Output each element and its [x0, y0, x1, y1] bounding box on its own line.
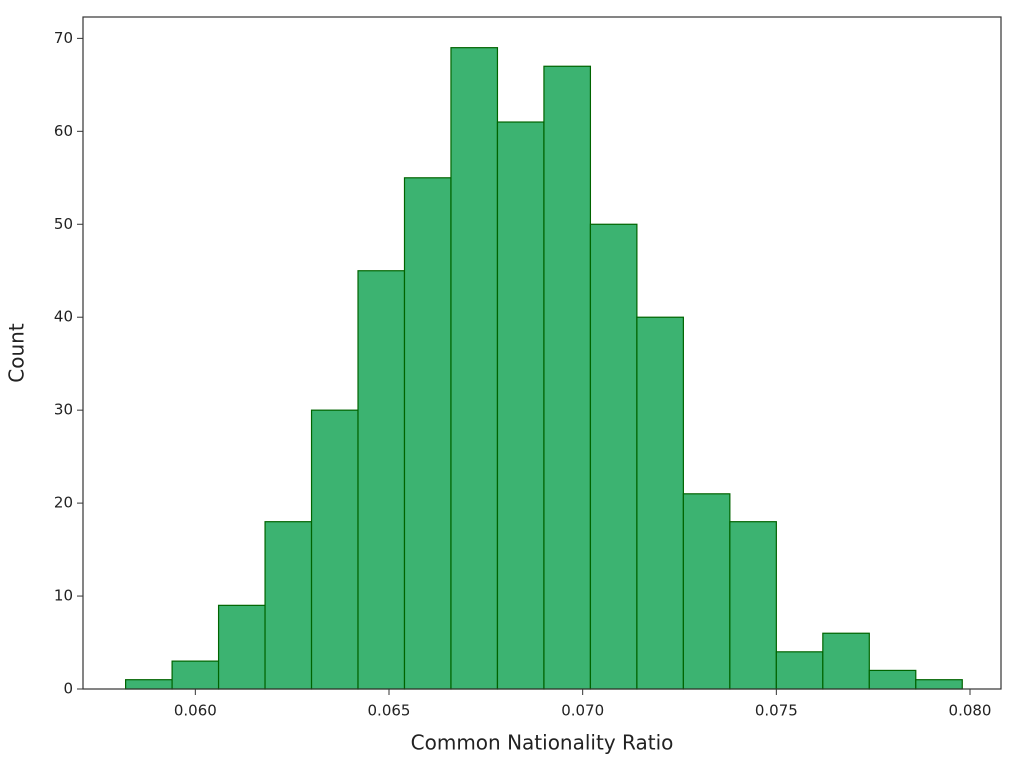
y-tick-label: 40: [54, 308, 73, 326]
bar: [171, 660, 220, 690]
y-tick-label: 70: [54, 29, 73, 47]
bar: [310, 409, 359, 690]
y-axis-label: Count: [5, 323, 29, 383]
bar: [822, 632, 870, 690]
bar: [496, 121, 545, 690]
bar: [125, 679, 173, 690]
x-axis-label: Common Nationality Ratio: [411, 731, 674, 755]
x-tick-label: 0.070: [561, 702, 604, 720]
bar: [682, 493, 731, 690]
bar: [868, 669, 917, 690]
bar: [450, 47, 499, 690]
bar: [775, 651, 824, 690]
y-tick-label: 50: [54, 215, 73, 233]
bar: [403, 177, 452, 690]
bar: [217, 604, 266, 690]
bar: [915, 679, 963, 690]
x-tick-label: 0.075: [755, 702, 798, 720]
bar: [264, 521, 313, 690]
bar: [636, 316, 684, 690]
y-tick-label: 30: [54, 401, 73, 419]
bar: [357, 270, 406, 690]
plot-frame: [82, 16, 1002, 690]
x-tick-label: 0.065: [368, 702, 411, 720]
y-tick-label: 10: [54, 587, 73, 605]
y-tick-label: 60: [54, 122, 73, 140]
bar: [729, 521, 777, 690]
x-tick-label: 0.080: [949, 702, 992, 720]
bar: [543, 65, 592, 690]
y-tick-label: 0: [63, 680, 73, 698]
x-tick-label: 0.060: [174, 702, 217, 720]
bar: [589, 223, 638, 690]
y-tick-label: 20: [54, 494, 73, 512]
